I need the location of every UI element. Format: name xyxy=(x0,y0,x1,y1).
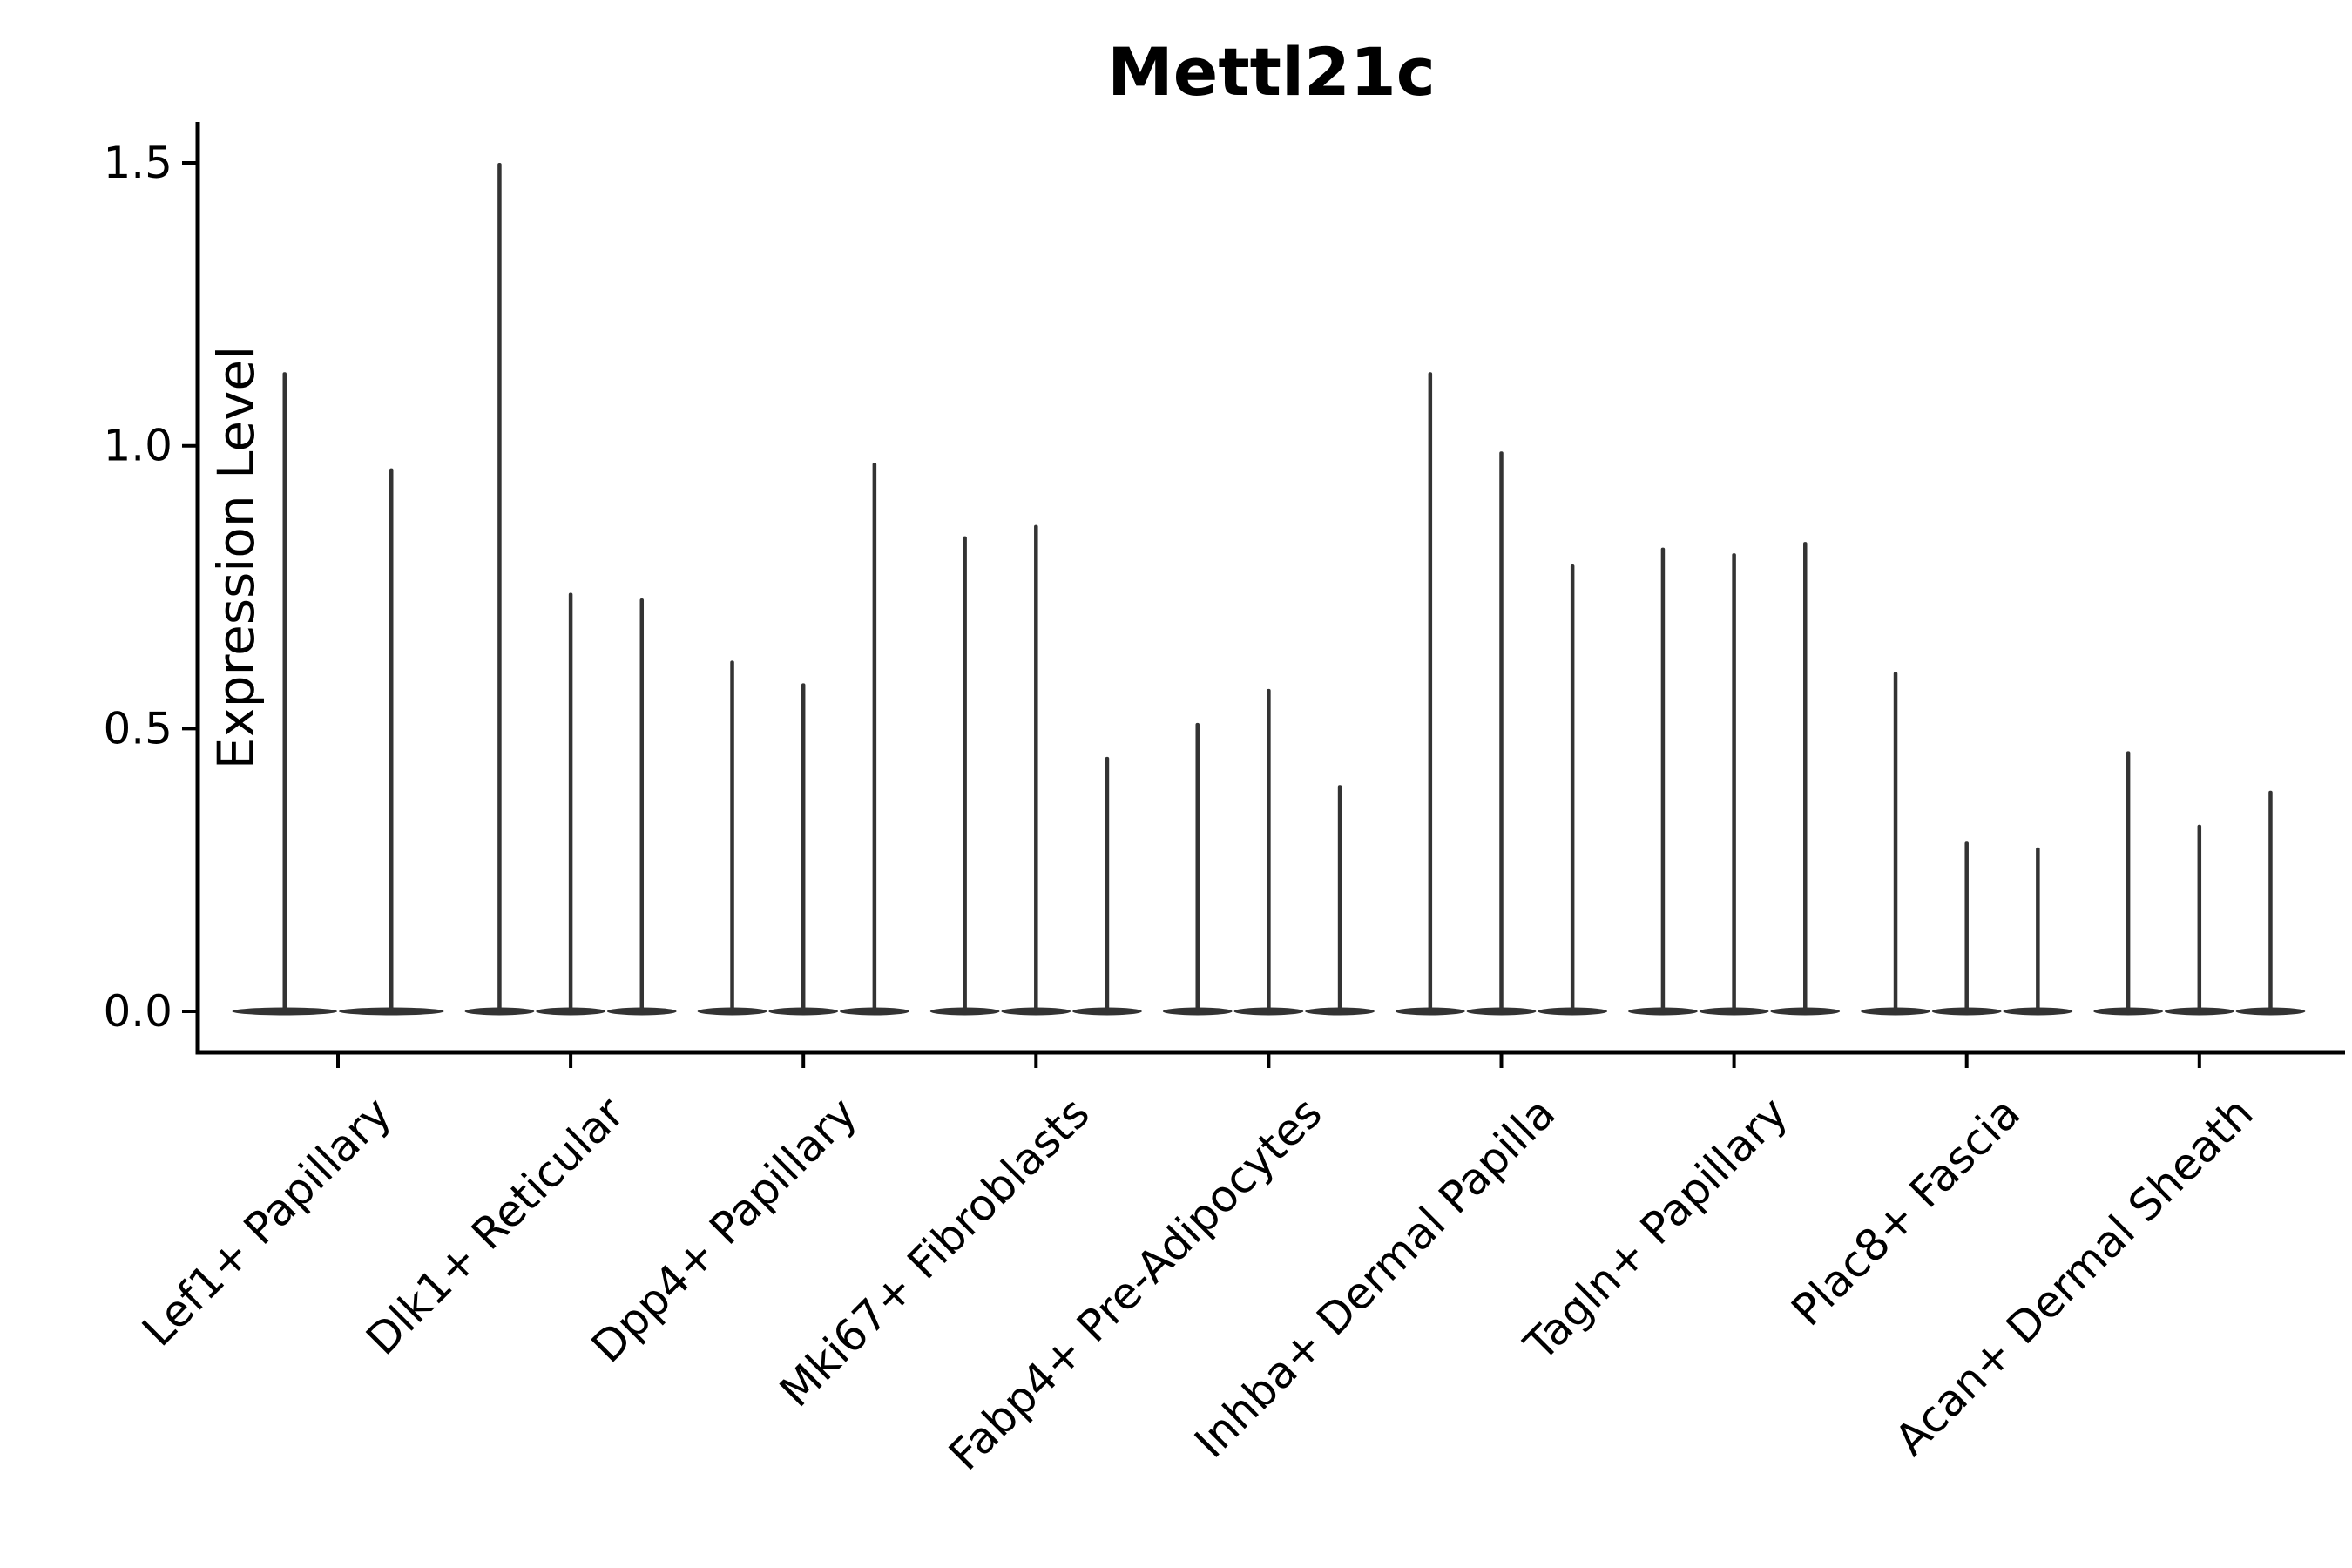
violin-spike xyxy=(1732,553,1736,1011)
violin-spike xyxy=(1195,722,1200,1011)
violin-spike xyxy=(1267,688,1271,1011)
violin-body xyxy=(1072,1007,1142,1016)
violin-spike xyxy=(1034,524,1038,1011)
violin-body xyxy=(1861,1007,1930,1016)
violin-body xyxy=(929,1007,1000,1016)
violin-body xyxy=(2003,1007,2073,1016)
violin-body xyxy=(1233,1007,1304,1016)
chart-title: Mettl21c xyxy=(1107,33,1436,111)
violin-body xyxy=(2093,1007,2163,1016)
violin-spike xyxy=(872,463,877,1011)
violin-body xyxy=(606,1007,677,1016)
violin-spike xyxy=(1570,564,1575,1011)
violin-spike xyxy=(1803,542,1808,1011)
violin-body xyxy=(1466,1007,1537,1016)
violin-spike xyxy=(389,468,394,1011)
violin-spike xyxy=(2197,824,2202,1011)
violin-spike xyxy=(568,592,573,1011)
violin-spike xyxy=(1337,785,1342,1011)
violin-body xyxy=(2235,1007,2306,1016)
violin-body xyxy=(339,1007,444,1016)
violin-body xyxy=(232,1007,337,1016)
violin-body xyxy=(1931,1007,2002,1016)
violin-body xyxy=(2164,1007,2234,1016)
violin-body xyxy=(1699,1007,1769,1016)
violin-spike xyxy=(730,660,734,1011)
violin-spike xyxy=(639,598,645,1011)
y-tick-label: 1.5 xyxy=(103,138,172,188)
violin-spike xyxy=(1428,372,1433,1011)
violin-body xyxy=(840,1007,909,1016)
violin-spike xyxy=(497,163,502,1012)
violin-spike xyxy=(2268,790,2273,1011)
violin-spike xyxy=(1964,841,1969,1011)
violin-body xyxy=(1538,1007,1607,1016)
violin-body xyxy=(464,1007,535,1016)
violin-body xyxy=(697,1007,767,1016)
violin-spike xyxy=(963,536,967,1011)
violin-spike xyxy=(2036,847,2040,1011)
violin-body xyxy=(1305,1007,1375,1016)
violin-body xyxy=(768,1007,839,1016)
y-tick-label: 0.0 xyxy=(103,986,172,1037)
violin-spike xyxy=(1893,672,1898,1011)
violin-body xyxy=(1770,1007,1841,1016)
violin-spike xyxy=(1499,451,1504,1011)
violin-body xyxy=(1001,1007,1071,1016)
violin-spike xyxy=(1105,756,1110,1011)
violin-body xyxy=(1396,1007,1465,1016)
y-tick-label: 1.0 xyxy=(103,421,172,471)
violin-body xyxy=(1162,1007,1233,1016)
violin-body xyxy=(1628,1007,1698,1016)
violin-body xyxy=(536,1007,605,1016)
violin-spike xyxy=(1660,547,1666,1011)
violin-spike xyxy=(282,372,287,1011)
y-tick-label: 0.5 xyxy=(103,703,172,754)
violin-spike xyxy=(2126,751,2131,1011)
violin-spike xyxy=(801,683,806,1011)
